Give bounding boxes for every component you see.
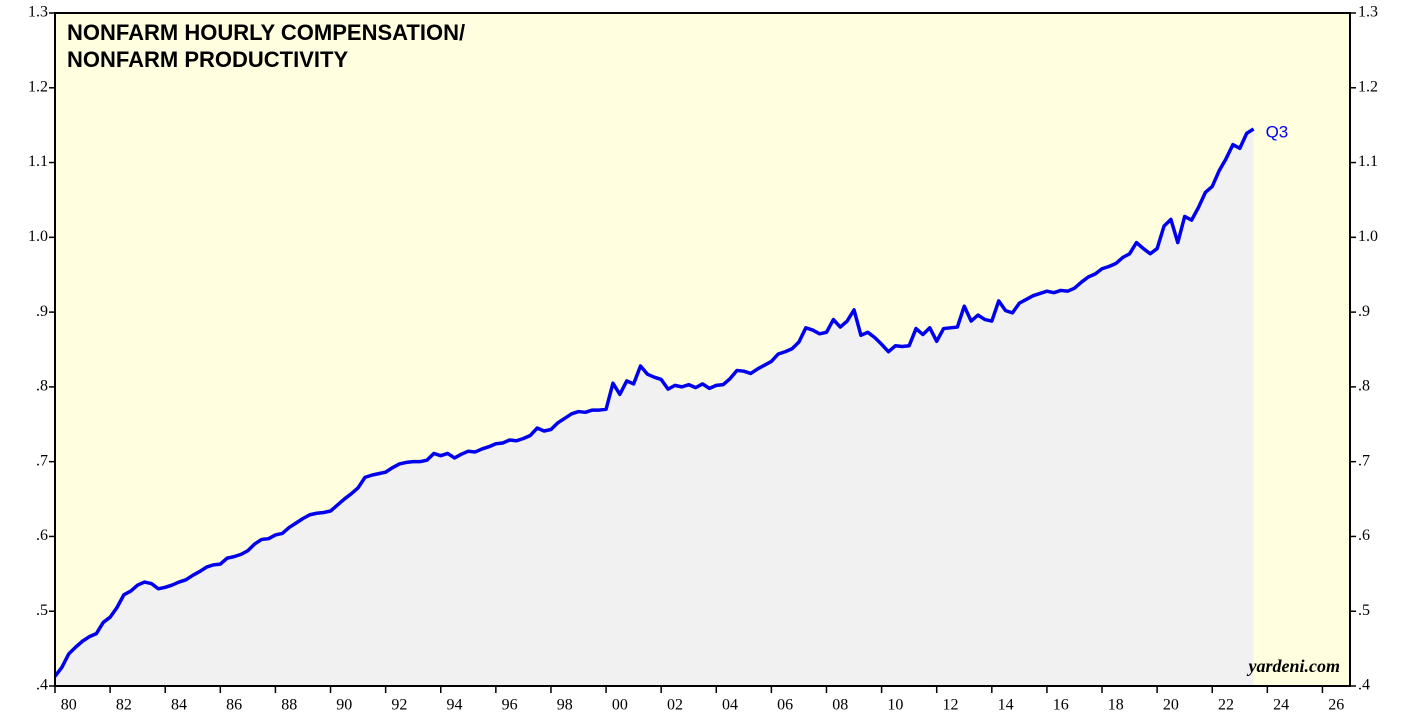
y2-tick-label: .5 <box>1358 602 1370 619</box>
y-tick-label: .7 <box>36 452 48 469</box>
y-tick-label: 1.0 <box>28 228 48 245</box>
x-tick-label: 20 <box>1163 697 1179 714</box>
y2-tick-label: .8 <box>1358 378 1370 395</box>
x-tick-label: 82 <box>116 697 132 714</box>
chart-title: NONFARM HOURLY COMPENSATION/ <box>67 20 465 45</box>
x-tick-label: 88 <box>281 697 297 714</box>
plot-frame <box>54 12 1351 687</box>
last-point-label: Q3 <box>1266 122 1289 141</box>
x-tick-label: 08 <box>832 697 848 714</box>
y-tick-label: 1.2 <box>28 78 48 95</box>
x-tick-label: 90 <box>336 697 352 714</box>
y2-tick-label: .4 <box>1358 677 1370 694</box>
y-tick-label: .6 <box>36 527 48 544</box>
x-tick-label: 84 <box>171 697 187 714</box>
chart-title: NONFARM PRODUCTIVITY <box>67 47 348 72</box>
y2-tick-label: 1.2 <box>1358 78 1378 95</box>
x-tick-label: 92 <box>391 697 407 714</box>
y-tick-label: 1.1 <box>28 153 48 170</box>
x-tick-label: 96 <box>502 697 518 714</box>
x-tick-label: 22 <box>1218 697 1234 714</box>
x-tick-label: 04 <box>722 697 738 714</box>
x-tick-label: 16 <box>1053 697 1069 714</box>
x-tick-label: 00 <box>612 697 628 714</box>
x-tick-label: 14 <box>998 697 1014 714</box>
data-line <box>53 127 1255 678</box>
x-tick-label: 02 <box>667 697 683 714</box>
y2-tick-label: 1.1 <box>1358 153 1378 170</box>
y-tick-label: .8 <box>36 378 48 395</box>
x-tick-label: 80 <box>61 697 77 714</box>
x-tick-label: 12 <box>942 697 958 714</box>
x-tick-label: 26 <box>1328 697 1344 714</box>
area-fill <box>55 128 1254 686</box>
x-tick-label: 86 <box>226 697 242 714</box>
x-tick-label: 24 <box>1273 697 1289 714</box>
x-tick-label: 18 <box>1108 697 1124 714</box>
x-tick-label: 98 <box>557 697 573 714</box>
y-tick-label: 1.3 <box>28 4 48 21</box>
source-label: yardeni.com <box>1247 656 1341 676</box>
x-tick-label: 10 <box>887 697 903 714</box>
y-tick-label: .5 <box>36 602 48 619</box>
y-tick-label: .9 <box>36 303 48 320</box>
x-tick-label: 94 <box>447 697 463 714</box>
y2-tick-label: .9 <box>1358 303 1370 320</box>
x-tick-label: 06 <box>777 697 793 714</box>
y2-tick-label: .6 <box>1358 527 1370 544</box>
y2-tick-label: .7 <box>1358 452 1370 469</box>
y2-tick-label: 1.0 <box>1358 228 1378 245</box>
y-tick-label: .4 <box>36 677 48 694</box>
y2-tick-label: 1.3 <box>1358 4 1378 21</box>
